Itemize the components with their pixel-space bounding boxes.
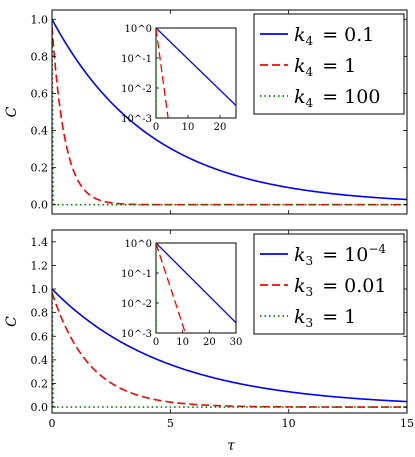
- inset-x-tick-label: 0: [153, 337, 159, 348]
- top-panel: 0.0 0.2 0.4 0.6 0.8 1.0 C 0 10 20 10^0 10^-1 10^-2 10…: [4, 9, 408, 215]
- inset-x-tick-label: 10: [176, 337, 189, 348]
- inset-y-tick-label: 10^0: [125, 24, 152, 35]
- plot-frame: [51, 229, 408, 414]
- y-tick-label: 0.0: [31, 199, 49, 212]
- inset-series-line-1: [156, 28, 236, 107]
- y-tick-label: 0.8: [31, 307, 49, 320]
- inset-y-tick-label: 10^-3: [121, 329, 152, 340]
- x-tick-label: 10: [282, 417, 296, 430]
- series-line-3: [52, 19, 407, 206]
- legend-entry: k3 = 10−4: [294, 242, 386, 268]
- y-tick-label: 1.2: [31, 259, 49, 272]
- bottom-panel: 0 5 10 15 0.0 0.2 0.4 0.6 0.8 1.0 1.2 1.4 C 0 10 20 30 10…: [4, 229, 414, 430]
- series-line-1: [52, 18, 407, 201]
- y-tick-label: 0.4: [31, 354, 49, 367]
- inset-y-tick-label: 10^-1: [121, 54, 152, 65]
- legend-entry: k3 = 1: [294, 306, 356, 330]
- inset-x-tick-label: 20: [214, 122, 227, 133]
- legend-entry: k4 = 100: [294, 86, 380, 110]
- plot-frame: [51, 9, 408, 215]
- legend-entry: k4 = 0.1: [294, 24, 374, 48]
- y-axis-label: C: [4, 316, 20, 327]
- inset-y-tick-label: 10^-3: [121, 114, 152, 125]
- inset-y-tick-label: 10^-2: [121, 84, 152, 95]
- inset-y-tick-label: 10^-1: [121, 269, 152, 280]
- y-tick-label: 1.0: [31, 13, 49, 26]
- inset-x-tick-label: 20: [203, 337, 216, 348]
- inset-series-line-1: [156, 243, 236, 324]
- inset-plot: 0 10 20 30 10^0 10^-1 10^-2 10^-3: [121, 239, 243, 348]
- inset-y-tick-label: 10^0: [125, 239, 152, 250]
- y-axis-label: C: [4, 106, 20, 117]
- legend-entry: k3 = 0.01: [294, 275, 386, 299]
- y-tick-label: 0.8: [31, 50, 49, 63]
- y-tick-label: 1.0: [31, 283, 49, 296]
- legend-entry: k4 = 1: [294, 55, 356, 79]
- y-tick-label: 0.6: [31, 330, 49, 343]
- legend: k4 = 0.1 k4 = 1 k4 = 100: [253, 13, 405, 115]
- inset-y-tick-label: 10^-2: [121, 299, 152, 310]
- inset-series-line-2: [156, 243, 187, 333]
- inset-x-tick-label: 0: [153, 122, 159, 133]
- x-tick-label: 5: [167, 417, 174, 430]
- inset-x-tick-label: 10: [182, 122, 195, 133]
- y-tick-label: 0.6: [31, 87, 49, 100]
- x-tick-label: 15: [400, 417, 414, 430]
- series-line-1: [52, 288, 407, 403]
- inset-plot: 0 10 20 10^0 10^-1 10^-2 10^-3: [121, 24, 237, 133]
- x-tick-label: 0: [49, 417, 56, 430]
- y-tick-label: 0.2: [31, 162, 49, 175]
- legend: k3 = 10−4 k3 = 0.01 k3 = 1: [253, 233, 405, 335]
- y-tick-label: 1.4: [31, 236, 49, 249]
- y-tick-label: 0.2: [31, 377, 49, 390]
- series-line-3: [52, 289, 407, 408]
- y-tick-label: 0.0: [31, 401, 49, 414]
- y-tick-label: 0.4: [31, 125, 49, 138]
- inset-x-tick-label: 30: [230, 337, 243, 348]
- x-axis-label: τ: [227, 438, 235, 454]
- series-line-2: [52, 292, 407, 408]
